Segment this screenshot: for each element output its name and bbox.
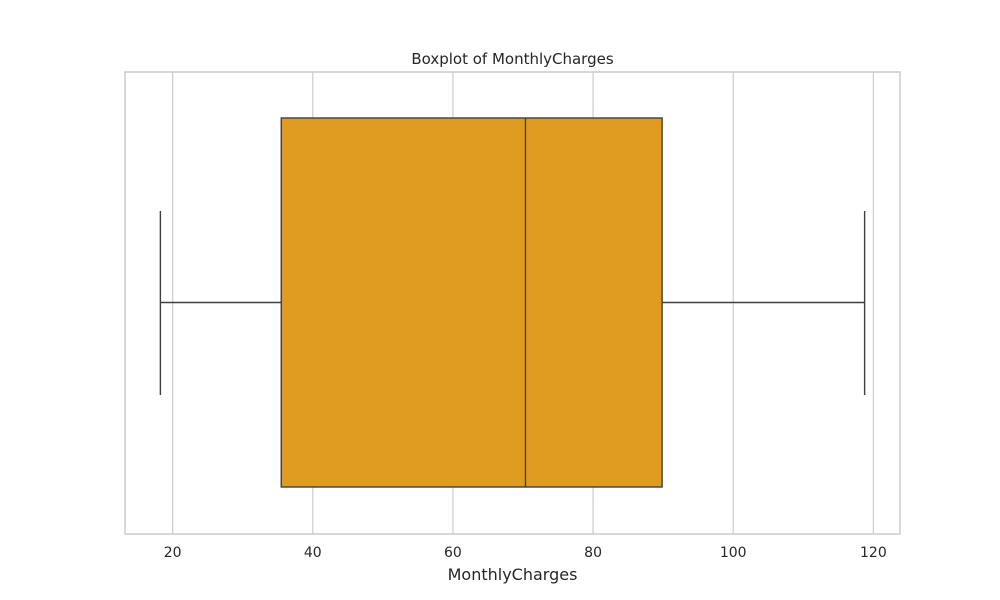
boxplot-group [159, 117, 866, 488]
x-tick-label: 60 [444, 545, 462, 561]
x-tick-label: 80 [584, 545, 602, 561]
x-tick-label: 20 [164, 545, 182, 561]
interquartile-box [280, 117, 663, 488]
x-tick-label: 120 [860, 545, 887, 561]
plot-frame [124, 71, 901, 535]
x-tick-labels: 20 40 60 80 100 120 [164, 545, 887, 561]
chart-title: Boxplot of MonthlyCharges [411, 50, 614, 68]
x-tick-label: 40 [304, 545, 322, 561]
x-tick-label: 100 [720, 545, 747, 561]
x-axis-label: MonthlyCharges [448, 565, 578, 584]
